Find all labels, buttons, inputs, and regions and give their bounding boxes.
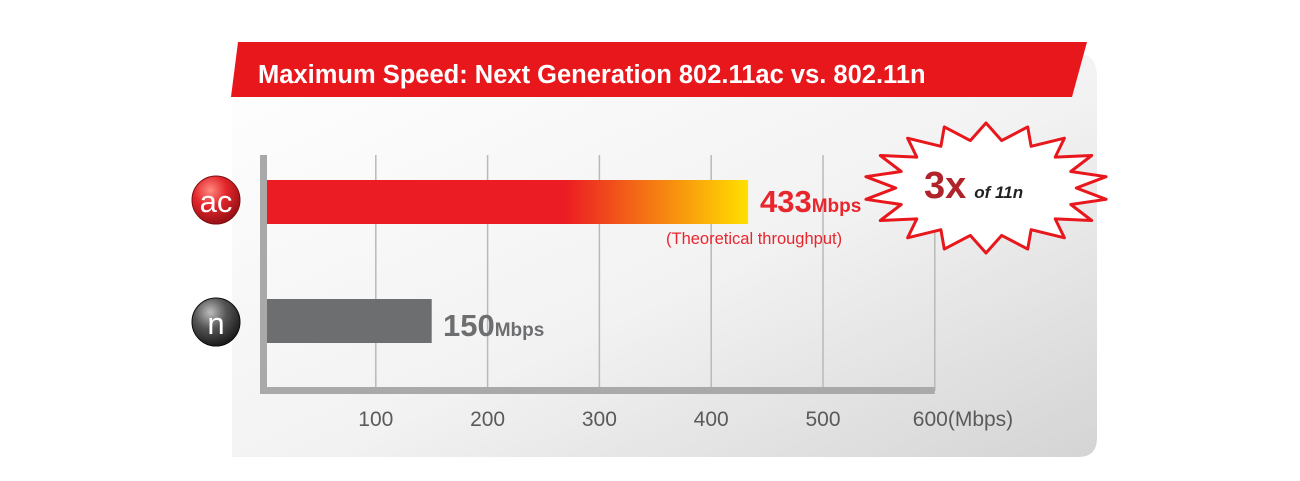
- title-banner: [231, 42, 1087, 97]
- x-tick-label-100: 100: [358, 408, 393, 431]
- bar-n: [267, 299, 432, 343]
- speed-callout-burst: 3x of 11n: [864, 121, 1108, 255]
- x-tick-label-300: 300: [582, 408, 617, 431]
- n-value-number: 150: [443, 308, 495, 343]
- ac-badge-label: ac: [200, 184, 233, 219]
- chart-title: Maximum Speed: Next Generation 802.11ac …: [258, 61, 926, 89]
- n-badge-label: n: [207, 306, 224, 341]
- callout-small: of 11n: [974, 183, 1023, 202]
- ac-badge: ac: [191, 175, 241, 225]
- y-axis-line: [260, 155, 267, 391]
- ac-value-number: 433: [760, 184, 812, 219]
- x-tick-label-500: 500: [805, 408, 840, 431]
- burst-shape: [864, 121, 1108, 255]
- n-value-unit: Mbps: [495, 320, 545, 341]
- n-value-label: 150Mbps: [443, 308, 544, 343]
- x-tick-label-200: 200: [470, 408, 505, 431]
- x-tick-label-600: 600(Mbps): [913, 408, 1013, 431]
- callout-text: 3x of 11n: [924, 165, 1023, 207]
- x-axis-line: [260, 387, 935, 394]
- ac-value-unit: Mbps: [812, 196, 862, 217]
- callout-big: 3x: [924, 165, 966, 207]
- ac-value-note: (Theoretical throughput): [666, 230, 842, 248]
- ac-value-label: 433Mbps: [760, 184, 861, 219]
- n-badge: n: [191, 297, 241, 347]
- x-tick-label-400: 400: [694, 408, 729, 431]
- chart-panel: [232, 52, 1097, 457]
- bar-ac: [267, 180, 749, 224]
